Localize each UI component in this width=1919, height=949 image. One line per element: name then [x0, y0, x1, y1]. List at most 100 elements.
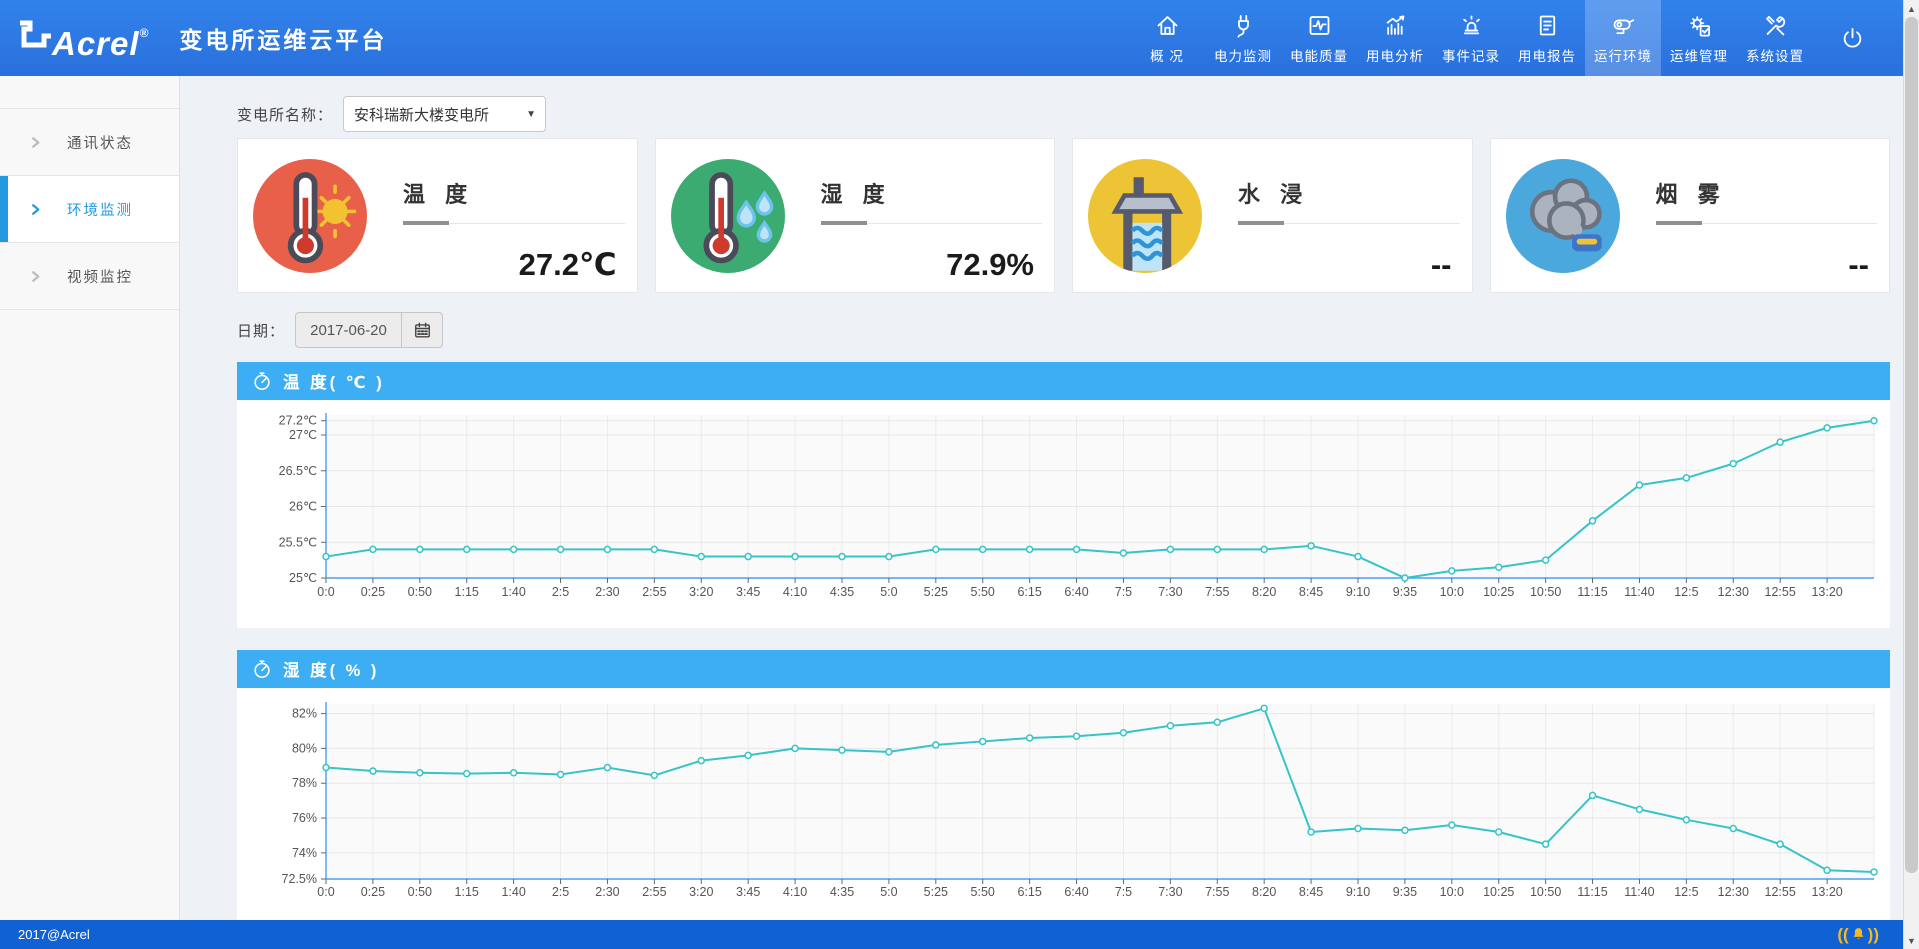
sidebar-item-env-monitoring[interactable]: 环境监测	[0, 176, 179, 243]
svg-text:7:55: 7:55	[1205, 885, 1229, 899]
sidebar-item-video-surveillance[interactable]: 视频监控	[0, 243, 179, 310]
bell-icon	[1853, 928, 1863, 939]
registered-mark: ®	[139, 25, 150, 40]
waveform-icon	[1309, 15, 1329, 35]
svg-text:0:50: 0:50	[408, 885, 432, 899]
caret-down-icon: ▼	[526, 108, 537, 120]
home-icon	[1157, 15, 1177, 35]
nav-item-label: 电能质量	[1290, 48, 1348, 64]
svg-text:27℃: 27℃	[289, 428, 317, 442]
svg-text:12:30: 12:30	[1718, 885, 1749, 899]
svg-text:1:15: 1:15	[455, 885, 479, 899]
thermometer-drops-icon	[670, 159, 785, 273]
stopwatch-icon	[254, 372, 270, 391]
card-title: 水 浸	[1238, 182, 1310, 207]
nav-item-event-log[interactable]: 事件记录	[1433, 0, 1509, 76]
svg-text:6:40: 6:40	[1064, 885, 1088, 899]
svg-text:25℃: 25℃	[289, 571, 317, 585]
temperature-line-chart: 27.2℃27℃ 26.5℃ 26℃ 25.5℃ 25℃0:0 0:25 0:50 1:15 1…	[279, 413, 1878, 599]
nav-item-label: 系统设置	[1746, 48, 1804, 64]
svg-text:0:0: 0:0	[317, 885, 334, 899]
logout-power-button[interactable]	[1813, 0, 1891, 76]
svg-text:7:5: 7:5	[1115, 585, 1132, 599]
report-icon	[1539, 15, 1555, 35]
svg-text:4:35: 4:35	[830, 885, 854, 899]
station-select-value: 安科瑞新大楼变电所	[354, 106, 490, 124]
station-select-label: 变电所名称：	[237, 106, 334, 124]
nav-item-environment[interactable]: 运行环境	[1585, 0, 1661, 76]
svg-text:12:5: 12:5	[1674, 885, 1698, 899]
nav-item-label: 运维管理	[1670, 48, 1728, 64]
svg-text:76%: 76%	[292, 811, 317, 825]
svg-text:10:25: 10:25	[1483, 885, 1514, 899]
card-title-underline	[1655, 221, 1877, 225]
svg-text:13:20: 13:20	[1811, 585, 1842, 599]
chevron-right-icon	[32, 203, 40, 215]
scroll-up-arrow[interactable]: ▲	[1907, 3, 1916, 14]
chevron-right-icon	[32, 136, 40, 148]
svg-text:11:40: 11:40	[1624, 585, 1654, 599]
svg-text:13:20: 13:20	[1811, 885, 1842, 899]
svg-text:26.5℃: 26.5℃	[279, 464, 317, 478]
date-picker-button[interactable]	[402, 312, 444, 348]
gear-icon	[1689, 15, 1710, 37]
svg-text:9:10: 9:10	[1346, 585, 1370, 599]
svg-text:11:15: 11:15	[1577, 885, 1607, 899]
svg-text:3:45: 3:45	[736, 885, 760, 899]
nav-item-power-quality[interactable]: 电能质量	[1281, 0, 1357, 76]
sidebar-item-comm-status[interactable]: 通讯状态	[0, 108, 179, 176]
svg-text:72.5%: 72.5%	[282, 872, 317, 886]
svg-text:9:10: 9:10	[1346, 885, 1370, 899]
svg-text:7:30: 7:30	[1158, 885, 1182, 899]
card-value: --	[1430, 247, 1452, 282]
station-select[interactable]: 安科瑞新大楼变电所 ▼	[343, 96, 547, 132]
power-icon	[1843, 27, 1861, 48]
analysis-icon	[1386, 15, 1404, 35]
water-tank-icon	[1088, 159, 1202, 273]
nav-item-power-monitoring[interactable]: 电力监测	[1205, 0, 1281, 76]
svg-text:6:40: 6:40	[1064, 585, 1088, 599]
card-value: 27.2℃	[518, 247, 617, 282]
svg-text:0:0: 0:0	[317, 585, 334, 599]
svg-text:3:20: 3:20	[689, 585, 713, 599]
card-title-underline	[403, 221, 625, 225]
humidity-chart-header: 湿 度( % )	[237, 650, 1890, 688]
scrollbar-thumb[interactable]	[1905, 17, 1918, 873]
svg-text:8:45: 8:45	[1299, 585, 1323, 599]
nav-item-label: 事件记录	[1442, 48, 1500, 64]
svg-text:0:25: 0:25	[361, 885, 385, 899]
nav-item-system-settings[interactable]: 系统设置	[1737, 0, 1813, 76]
smoke-cloud-icon	[1505, 159, 1620, 273]
date-input[interactable]: 2017-06-20	[295, 312, 403, 348]
alarm-bell-button[interactable]: (( ))	[1837, 925, 1879, 945]
vertical-scrollbar[interactable]: ▲ ▼	[1903, 0, 1919, 949]
nav-item-energy-analysis[interactable]: 用电分析	[1357, 0, 1433, 76]
brand: Acrel®	[16, 11, 149, 66]
nav-item-om-management[interactable]: 运维管理	[1661, 0, 1737, 76]
top-navbar: Acrel® 变电所运维云平台 概 况 电力监测 电能质量 用电分析 事件记录 用电报告 运…	[0, 0, 1903, 76]
svg-text:0:50: 0:50	[408, 585, 432, 599]
nav-item-label: 电力监测	[1214, 48, 1272, 64]
svg-text:74%: 74%	[292, 846, 317, 860]
nav-item-overview[interactable]: 概 况	[1129, 0, 1205, 76]
tools-icon	[1765, 15, 1785, 35]
svg-text:1:40: 1:40	[501, 585, 525, 599]
station-selector-row: 变电所名称： 安科瑞新大楼变电所 ▼	[237, 96, 547, 132]
svg-text:10:50: 10:50	[1530, 885, 1561, 899]
svg-text:1:40: 1:40	[501, 885, 525, 899]
svg-text:2:5: 2:5	[552, 585, 569, 599]
nav-item-energy-report[interactable]: 用电报告	[1509, 0, 1585, 76]
svg-text:7:30: 7:30	[1158, 585, 1182, 599]
date-label: 日期：	[237, 322, 286, 340]
svg-text:2:30: 2:30	[595, 585, 619, 599]
sidebar-item-label: 环境监测	[67, 202, 133, 219]
scroll-down-arrow[interactable]: ▼	[1907, 935, 1916, 946]
bell-wave-left: ((	[1837, 924, 1849, 944]
svg-text:4:10: 4:10	[783, 585, 807, 599]
acrel-logo-icon	[20, 20, 51, 47]
thermometer-sun-icon	[253, 159, 367, 273]
svg-text:4:35: 4:35	[830, 585, 854, 599]
nav-item-label: 用电分析	[1366, 48, 1424, 64]
main-content: 变电所名称： 安科瑞新大楼变电所 ▼ 温 度 27.2℃ 湿 度 72.9% 水 浸 --…	[180, 76, 1903, 920]
svg-text:8:45: 8:45	[1299, 885, 1323, 899]
